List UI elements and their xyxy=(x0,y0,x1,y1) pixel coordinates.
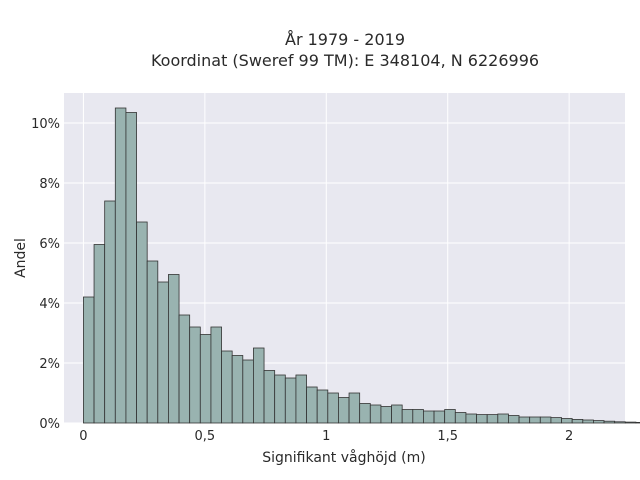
histogram-bar xyxy=(497,413,509,424)
histogram-bar xyxy=(423,410,435,424)
histogram-bar xyxy=(242,359,254,424)
histogram-bar xyxy=(316,389,329,424)
histogram-bar xyxy=(146,260,159,424)
histogram-bar xyxy=(518,416,531,424)
histogram-bar xyxy=(412,409,424,424)
y-tick-label: 2% xyxy=(39,357,60,372)
histogram-bar xyxy=(210,326,222,424)
y-tick-label: 0% xyxy=(39,417,60,432)
histogram-bar xyxy=(221,350,233,424)
y-tick-label: 10% xyxy=(31,117,60,132)
histogram-bar xyxy=(157,281,169,424)
histogram-bar xyxy=(263,370,276,424)
histogram-bar xyxy=(231,355,244,424)
histogram-bar xyxy=(93,244,106,424)
histogram-bar xyxy=(274,374,286,424)
histogram-bar xyxy=(380,406,392,424)
histogram-bar xyxy=(189,326,201,424)
histogram-bar xyxy=(593,420,605,424)
histogram-bar xyxy=(136,221,148,424)
histogram-bar xyxy=(295,374,307,424)
histogram-bar xyxy=(306,386,318,424)
histogram-bar xyxy=(529,416,541,424)
y-tick-label: 8% xyxy=(39,177,60,192)
chart-title: År 1979 - 2019 xyxy=(285,30,405,49)
histogram-bar xyxy=(582,419,594,424)
histogram-bar xyxy=(391,404,403,424)
histogram-bar xyxy=(168,274,180,424)
histogram-bar xyxy=(125,112,137,424)
x-tick-label: 2 xyxy=(565,429,573,444)
histogram-bar xyxy=(253,347,265,424)
histogram-bar xyxy=(433,410,446,424)
histogram-bar xyxy=(178,314,191,424)
histogram-bar xyxy=(624,421,637,424)
histogram-bar xyxy=(199,334,212,424)
histogram-bar xyxy=(104,200,116,424)
histogram-bar xyxy=(539,416,552,424)
histogram-bar xyxy=(338,397,350,424)
histogram-bar xyxy=(571,418,584,424)
histogram-bar xyxy=(508,415,520,424)
histogram-bar xyxy=(444,409,456,424)
histogram-bar xyxy=(369,404,382,424)
histogram-bar xyxy=(561,418,573,424)
x-tick-label: 1,5 xyxy=(437,429,458,444)
histogram-bar xyxy=(284,377,297,424)
histogram-bar xyxy=(359,403,371,424)
x-tick-label: 1 xyxy=(322,429,330,444)
y-axis-ticks: 0% 2% 4% 6% 8% 10% xyxy=(31,117,60,432)
chart-subtitle: Koordinat (Sweref 99 TM): E 348104, N 62… xyxy=(151,51,539,70)
histogram-bar xyxy=(603,420,616,424)
histogram-bar xyxy=(83,296,95,424)
y-tick-label: 6% xyxy=(39,237,60,252)
y-axis-label: Andel xyxy=(13,238,29,278)
histogram-bar xyxy=(114,107,127,424)
y-tick-label: 4% xyxy=(39,297,60,312)
histogram-bar xyxy=(454,412,467,424)
histogram-bar xyxy=(476,414,488,424)
x-axis-label: Signifikant våghöjd (m) xyxy=(262,449,425,466)
x-tick-label: 0,5 xyxy=(195,429,216,444)
histogram-bar xyxy=(327,392,339,424)
histogram-bar xyxy=(635,421,640,424)
histogram-bar xyxy=(486,414,499,424)
x-tick-label: 0 xyxy=(79,429,87,444)
histogram-bar xyxy=(614,421,626,424)
histogram-bar xyxy=(348,392,361,424)
bars xyxy=(83,107,640,424)
x-axis-ticks: 0 0,5 1 1,5 2 xyxy=(79,429,573,444)
histogram-bar xyxy=(401,409,414,424)
histogram-bar xyxy=(550,417,562,424)
histogram-bar xyxy=(465,413,477,424)
